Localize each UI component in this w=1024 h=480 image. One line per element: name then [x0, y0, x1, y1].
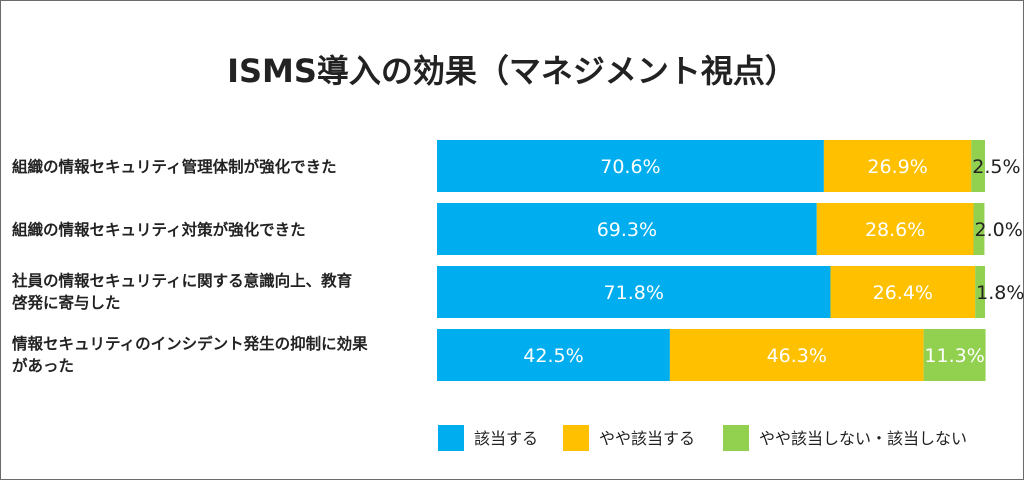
- legend-label: 該当する: [474, 429, 538, 448]
- bar-segment: [923, 329, 986, 381]
- bar-segment: [437, 203, 817, 255]
- bar-segment: [830, 266, 976, 318]
- data-label: 26.9%: [867, 156, 927, 178]
- bar-segment: [975, 266, 985, 318]
- legend-swatch: [438, 425, 464, 451]
- bar-segment: [823, 140, 972, 192]
- bar-segment: [437, 329, 670, 381]
- category-label: 組織の情報セキュリティ管理体制が強化できた: [12, 157, 337, 176]
- data-label: 2.0%: [974, 219, 1022, 241]
- bar-segment: [437, 140, 824, 192]
- category-label: 社員の情報セキュリティに関する意識向上、教育啓発に寄与した: [11, 271, 352, 312]
- category-labels: 組織の情報セキュリティ管理体制が強化できた組織の情報セキュリティ対策が強化できた…: [11, 157, 368, 375]
- data-label: 26.4%: [873, 282, 933, 304]
- legend: 該当する やや該当する やや該当しない・該当しない: [438, 425, 967, 451]
- data-label: 42.5%: [523, 345, 583, 367]
- chart-title: ISMS導入の効果（マネジメント視点）: [227, 52, 797, 90]
- bar-segment: [816, 203, 974, 255]
- category-label-line: があった: [12, 356, 74, 375]
- data-label: 28.6%: [865, 219, 925, 241]
- bars-group: 70.6% 26.9% 2.5% 69.3% 28.6% 2.0% 71.8% 26.4% 1.…: [437, 140, 1024, 381]
- bar-segment: [971, 140, 985, 192]
- bar-segment: [669, 329, 924, 381]
- bar-segment: [437, 266, 831, 318]
- legend-label: やや該当する: [599, 429, 695, 448]
- data-label: 1.8%: [976, 282, 1024, 304]
- category-label-line: 啓発に寄与した: [12, 293, 121, 312]
- category-label: 組織の情報セキュリティ対策が強化できた: [12, 220, 306, 239]
- legend-label: やや該当しない・該当しない: [759, 429, 967, 448]
- data-label: 71.8%: [604, 282, 664, 304]
- data-label: 46.3%: [767, 345, 827, 367]
- bar-segment: [973, 203, 985, 255]
- legend-swatch: [563, 425, 589, 451]
- data-label: 70.6%: [600, 156, 660, 178]
- data-label: 11.3%: [924, 345, 984, 367]
- data-label: 2.5%: [972, 156, 1020, 178]
- legend-swatch: [723, 425, 749, 451]
- category-label-line: 情報セキュリティのインシデント発生の抑制に効果: [12, 334, 368, 353]
- category-label: 情報セキュリティのインシデント発生の抑制に効果があった: [12, 334, 368, 375]
- category-label-line: 社員の情報セキュリティに関する意識向上、教育: [11, 271, 352, 290]
- data-label: 69.3%: [597, 219, 657, 241]
